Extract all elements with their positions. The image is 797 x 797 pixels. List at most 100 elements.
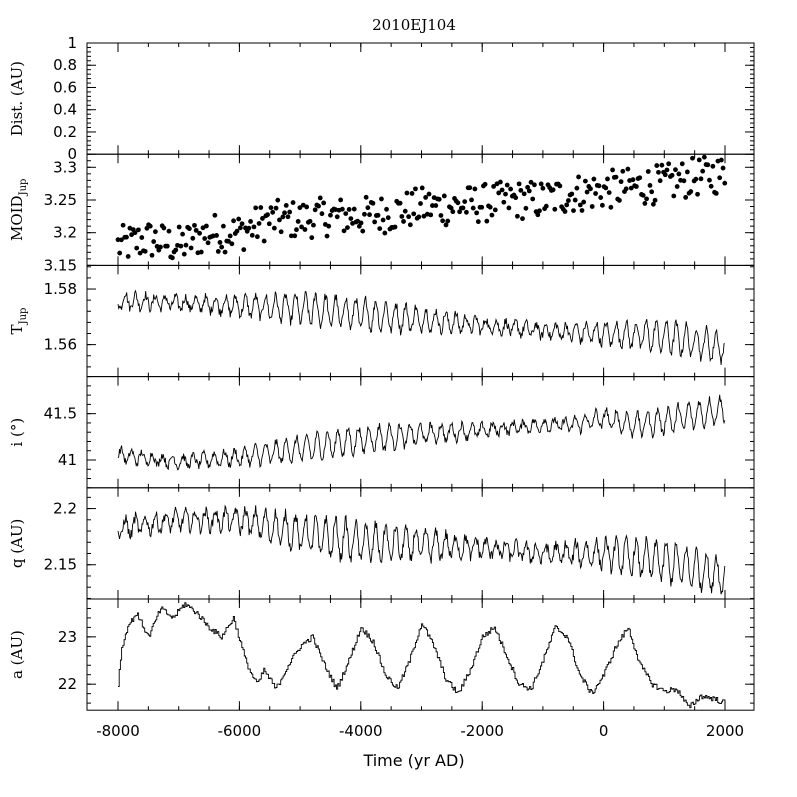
moid-point: [688, 189, 694, 194]
moid-point: [676, 171, 682, 177]
moid-point: [215, 249, 221, 254]
moid-point: [270, 209, 276, 215]
y-tick-label-q: 2.2: [53, 500, 77, 518]
moid-point: [222, 249, 228, 255]
moid-point: [251, 224, 257, 230]
moid-point: [375, 212, 381, 218]
moid-point: [684, 169, 690, 175]
y-tick-label-dist: 0.2: [53, 123, 77, 141]
moid-point: [299, 224, 304, 230]
series-line-inc: [117, 394, 726, 471]
y-tick-label-moid: 3.3: [53, 158, 77, 176]
moid-point: [358, 220, 364, 226]
moid-point: [440, 218, 446, 224]
moid-point: [515, 213, 520, 219]
moid-point: [705, 162, 711, 168]
moid-point: [278, 229, 284, 235]
moid-point: [205, 240, 211, 246]
moid-point: [492, 207, 498, 213]
moid-point: [571, 208, 576, 213]
moid-point: [654, 163, 660, 168]
moid-point: [423, 195, 429, 200]
moid-point: [683, 194, 689, 200]
panel-frame-tjup: [86, 264, 755, 378]
x-tick-label: -6000: [218, 722, 262, 740]
moid-point: [506, 205, 512, 211]
moid-point: [316, 203, 321, 209]
moid-point: [265, 212, 270, 218]
moid-point: [450, 209, 456, 215]
moid-point: [588, 186, 593, 192]
moid-point: [283, 202, 289, 208]
moid-point: [360, 228, 366, 234]
moid-point: [321, 200, 327, 206]
y-axis-title-main-moid: MOID: [8, 195, 26, 241]
moid-point: [650, 201, 656, 207]
moid-point: [528, 179, 534, 185]
moid-point: [241, 247, 247, 253]
moid-point: [501, 199, 507, 205]
moid-point: [673, 167, 678, 173]
panel-frame-a: [86, 598, 755, 711]
moid-point: [229, 241, 235, 247]
moid-point: [720, 165, 726, 171]
y-tick-label-tjup: 1.58: [44, 280, 77, 298]
moid-point: [379, 196, 384, 202]
moid-point: [569, 191, 575, 197]
moid-point: [178, 243, 184, 249]
moid-point: [722, 180, 728, 186]
x-tick-label: -4000: [339, 722, 383, 740]
x-tick-label: 2000: [706, 722, 744, 740]
x-tick-label: 0: [599, 722, 609, 740]
moid-point: [430, 203, 435, 208]
moid-point: [479, 204, 485, 210]
moid-point: [135, 227, 141, 233]
x-tick-label: -2000: [460, 722, 504, 740]
moid-point: [503, 191, 508, 197]
moid-point: [462, 199, 468, 204]
moid-point: [176, 224, 182, 230]
moid-point: [294, 227, 299, 233]
moid-point: [690, 155, 695, 161]
moid-point: [644, 196, 649, 202]
moid-point: [164, 243, 170, 249]
y-tick-label-a: 23: [58, 628, 77, 646]
y-tick-label-dist: 0.6: [53, 78, 77, 96]
moid-point: [618, 179, 624, 185]
moid-point: [186, 226, 192, 232]
moid-point: [227, 233, 233, 239]
moid-point: [273, 205, 279, 211]
moid-point: [258, 205, 264, 210]
moid-point: [338, 197, 344, 203]
panel-frame-q: [86, 487, 755, 600]
moid-point: [142, 248, 148, 254]
moid-point: [679, 161, 685, 167]
moid-point: [455, 200, 461, 206]
moid-point: [441, 193, 447, 199]
moid-point: [513, 195, 519, 201]
moid-point: [380, 217, 386, 223]
moid-point: [496, 190, 502, 196]
moid-point: [124, 234, 129, 240]
panels-group: 0 0.2 0.4 0.6 0.8 1 Dist. (AU) 3.15 3.2 3.25 3.3 MO…: [8, 34, 755, 740]
moid-point: [671, 193, 677, 199]
moid-point: [484, 218, 490, 224]
moid-point: [700, 168, 706, 174]
moid-point: [433, 203, 439, 208]
moid-point: [385, 215, 391, 221]
moid-point: [139, 235, 145, 240]
moid-point: [181, 251, 187, 257]
moid-point: [693, 176, 699, 182]
moid-point: [557, 183, 563, 189]
y-tick-label-dist: 0: [67, 145, 77, 163]
moid-point: [334, 214, 340, 220]
moid-point: [287, 209, 293, 215]
moid-point: [341, 228, 347, 234]
moid-point: [508, 186, 514, 192]
moid-point: [319, 211, 325, 217]
moid-point: [470, 205, 476, 211]
moid-point: [363, 194, 369, 200]
moid-point: [236, 216, 242, 222]
chart-title: 2010EJ104: [372, 16, 456, 34]
